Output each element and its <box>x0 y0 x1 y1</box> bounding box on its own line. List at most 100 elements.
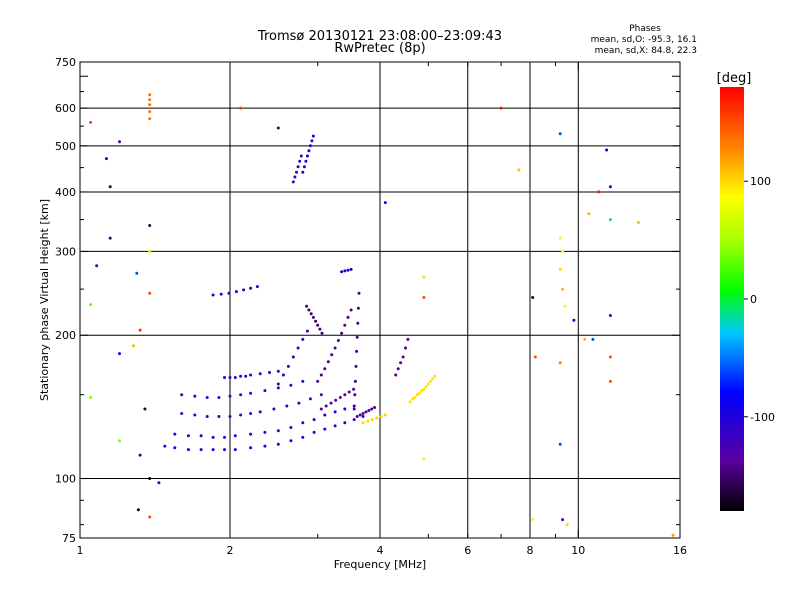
echo-trace <box>223 369 280 379</box>
data-point <box>355 335 359 339</box>
data-point <box>193 413 197 417</box>
data-point <box>343 393 347 397</box>
data-point <box>311 315 315 319</box>
data-point <box>249 286 253 290</box>
data-point <box>396 367 400 371</box>
data-point <box>138 328 142 332</box>
data-point <box>263 430 267 434</box>
data-point <box>558 361 562 365</box>
data-point <box>316 323 320 327</box>
data-point <box>148 98 152 102</box>
data-point <box>249 412 253 415</box>
data-point <box>108 185 112 189</box>
x-tick-label: 16 <box>673 544 687 557</box>
data-point <box>148 477 152 480</box>
data-point <box>608 218 612 222</box>
echo-trace <box>305 304 324 335</box>
data-point <box>370 418 374 422</box>
data-point <box>276 382 280 386</box>
data-point <box>180 393 184 397</box>
data-point <box>118 439 121 443</box>
data-point <box>347 390 351 394</box>
data-point <box>320 331 324 335</box>
data-point <box>228 415 232 418</box>
data-point <box>352 387 356 391</box>
data-point <box>89 120 93 124</box>
echo-trace <box>276 329 309 386</box>
data-point <box>305 329 309 333</box>
echo-trace <box>408 374 437 404</box>
echo-trace <box>352 291 361 411</box>
chart-subtitle: RwPretec (8p) <box>334 41 425 56</box>
data-point <box>349 308 353 312</box>
data-point <box>95 264 99 268</box>
data-point <box>375 416 379 420</box>
colorbar-tick-label: 100 <box>750 175 771 188</box>
data-point <box>356 321 360 325</box>
data-point <box>180 412 184 415</box>
data-point <box>157 481 161 485</box>
echo-trace <box>319 387 356 411</box>
y-axis-label: Stationary phase Virtual Height [km] <box>38 199 51 401</box>
data-point <box>499 106 503 110</box>
data-point <box>517 168 521 172</box>
data-point <box>324 404 328 408</box>
data-point <box>108 236 112 240</box>
data-point <box>219 292 223 296</box>
data-point <box>163 444 167 448</box>
data-point <box>223 435 226 439</box>
y-tick-label: 500 <box>55 140 76 153</box>
data-point <box>296 165 300 169</box>
data-point <box>305 154 309 158</box>
colorbar-ticks: 100 0 -100 <box>744 175 775 424</box>
data-point <box>608 314 612 317</box>
data-point <box>558 267 562 271</box>
data-point <box>333 424 337 428</box>
data-point <box>228 376 232 379</box>
data-point <box>336 339 340 342</box>
data-point <box>424 385 428 389</box>
data-point <box>370 407 374 411</box>
data-point <box>289 383 293 387</box>
data-point <box>383 413 387 417</box>
data-point <box>361 415 365 418</box>
data-point <box>346 315 350 319</box>
data-point <box>223 448 226 452</box>
data-point <box>583 337 587 341</box>
data-point <box>305 304 309 308</box>
data-point <box>286 364 290 368</box>
echo-trace <box>361 413 387 425</box>
data-point <box>561 287 565 291</box>
data-point <box>558 132 562 136</box>
data-point <box>433 374 437 378</box>
data-point <box>352 407 356 411</box>
data-point <box>289 426 293 429</box>
data-point <box>373 406 376 409</box>
data-point <box>531 518 535 522</box>
echo-trace <box>301 134 315 174</box>
y-tick-label: 200 <box>55 329 76 342</box>
data-point <box>361 421 365 425</box>
echo-trace <box>180 379 305 399</box>
echo-trace <box>211 285 259 297</box>
phase-info-o-mode: mean, sd,O: -95.3, 16.1 <box>591 35 697 45</box>
data-point <box>312 430 316 434</box>
echo-trace <box>394 337 410 377</box>
y-tick-label: 75 <box>62 532 76 545</box>
data-point <box>364 410 368 414</box>
echo-trace <box>148 93 152 121</box>
data-point <box>353 393 357 397</box>
data-point <box>217 415 221 418</box>
data-point <box>199 448 203 452</box>
data-point <box>239 106 243 110</box>
grid-lines <box>80 62 680 538</box>
data-point <box>353 379 357 383</box>
data-point <box>239 374 243 378</box>
data-point <box>228 394 232 398</box>
data-point <box>143 407 147 411</box>
data-point <box>281 373 285 377</box>
data-point <box>217 396 221 399</box>
data-point <box>276 442 280 446</box>
x-tick-label: 1 <box>77 544 84 557</box>
